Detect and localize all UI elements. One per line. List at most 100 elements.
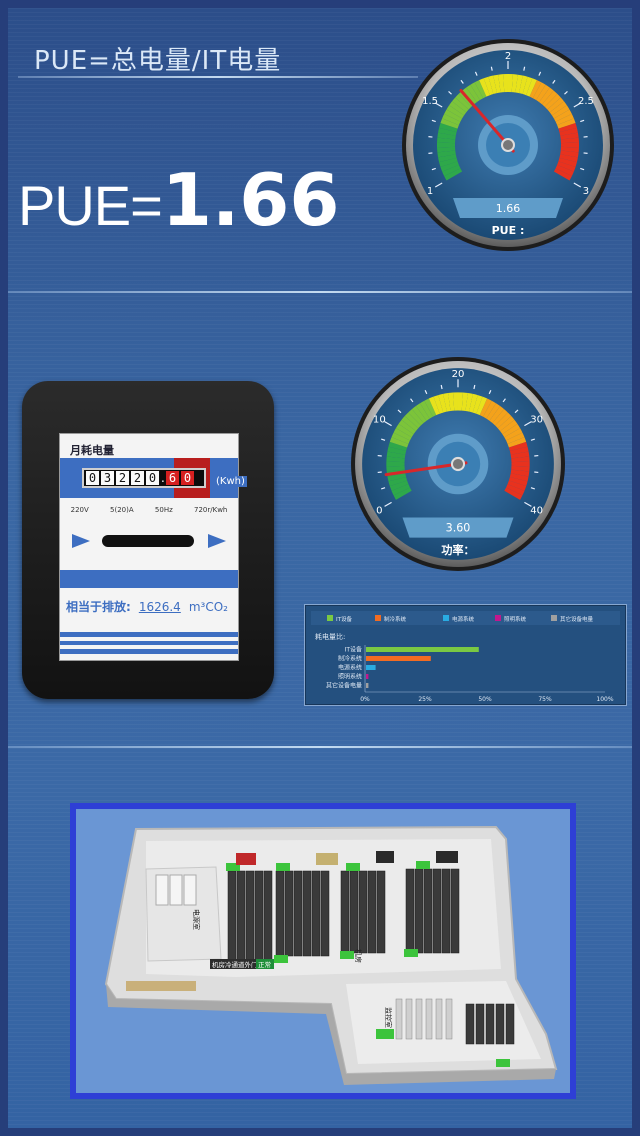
server-rack <box>254 870 264 962</box>
gauge-tick-label: 30 <box>530 415 543 426</box>
co2-value: 1626.4 <box>138 600 181 614</box>
legend-swatch <box>551 615 557 621</box>
legend-swatch <box>375 615 381 621</box>
meter-spec: 720r/Kwh <box>194 506 228 514</box>
server-rack <box>263 870 273 962</box>
server-rack <box>405 868 415 954</box>
category-label: 电源系统 <box>338 664 362 672</box>
gauge-tick-label: 1 <box>427 186 433 197</box>
room-label-monitor: 监控室 <box>384 1007 393 1028</box>
server-rack <box>320 870 330 957</box>
meter-spec: 220V <box>70 506 89 514</box>
divider <box>8 746 632 748</box>
gauge-tick-label: 20 <box>452 369 465 380</box>
server-rack <box>293 870 303 957</box>
server-rack <box>349 870 359 954</box>
server-rack <box>275 870 285 957</box>
pue-label: PUE= <box>18 174 163 237</box>
category-label: 其它设备电量 <box>326 682 362 690</box>
server-rack <box>450 868 460 954</box>
divider <box>8 291 632 293</box>
server-rack <box>376 870 386 954</box>
gauge-caption: 功率： <box>441 543 474 557</box>
counter-digit: 0 <box>146 471 159 485</box>
counter-digit: 2 <box>116 471 129 485</box>
server-rack <box>284 870 294 957</box>
server-rack <box>245 870 255 962</box>
gauge-tick-label: 3 <box>583 186 589 197</box>
meter-spec: 5(20)A <box>110 506 134 514</box>
server-rack <box>414 868 424 954</box>
gauge-tick-label: 10 <box>373 415 386 426</box>
legend-swatch <box>327 615 333 621</box>
x-tick-label: 100% <box>596 696 613 703</box>
meter-unit: (Kwh) <box>214 476 247 487</box>
co2-label: 相当于排放: <box>66 600 131 614</box>
category-label: IT设备 <box>345 646 362 654</box>
x-tick-label: 50% <box>478 696 492 703</box>
server-rack <box>236 870 246 962</box>
bar <box>366 683 369 688</box>
gauge-readout: 3.60 <box>446 522 471 535</box>
server-rack <box>340 870 350 954</box>
counter-digit: 6 <box>166 471 179 485</box>
meter-title: 月耗电量 <box>70 444 114 457</box>
pue-gauge: 1 1.5 2 2.5 3 1.66 PUE : <box>401 38 615 252</box>
gauge-tick-label: 40 <box>530 505 543 516</box>
meter-disc <box>72 532 228 550</box>
door-status-badge: 正常 <box>258 960 271 969</box>
server-rack <box>432 868 442 954</box>
meter-spec: 50Hz <box>154 506 173 514</box>
legend-entry: 制冷系统 <box>384 615 407 623</box>
door-status-text: 机房冷通道外门 <box>212 960 258 969</box>
pue-value: 1.66 <box>161 158 340 242</box>
meter-counter: 0 3 2 2 0 . 6 0 <box>82 468 206 488</box>
legend-swatch <box>495 615 501 621</box>
divider <box>18 76 418 78</box>
legend-entry: 照明系统 <box>504 615 527 623</box>
x-tick-label: 75% <box>538 696 552 703</box>
co2-unit: m³CO₂ <box>188 600 228 614</box>
x-tick-label: 25% <box>418 696 432 703</box>
server-rack <box>367 870 377 954</box>
category-label: 制冷系统 <box>338 655 362 663</box>
server-rack <box>423 868 433 954</box>
gauge-caption: PUE : <box>492 224 525 237</box>
floorplan-frame: 电源室 机房 监控室 机房冷通道外门 正常 <box>70 803 576 1099</box>
energy-meter: 月耗电量 0 3 2 2 0 . 6 0 (Kwh) 220V 5(20)A 5… <box>22 381 274 699</box>
co2-equivalent: 相当于排放: 1626.4 m³CO₂ <box>66 598 228 615</box>
pue-formula: PUE=总电量/IT电量 <box>34 46 282 76</box>
server-rack <box>441 868 451 954</box>
counter-digit: 0 <box>181 471 194 485</box>
chart-title: 耗电量比: <box>315 632 345 641</box>
counter-digit: 0 <box>86 471 99 485</box>
floorplan-view[interactable]: 电源室 机房 监控室 机房冷通道外门 正常 <box>76 809 570 1093</box>
bar <box>366 656 431 661</box>
counter-digit: 3 <box>101 471 114 485</box>
server-rack <box>311 870 321 957</box>
bar <box>366 665 376 670</box>
category-label: 照明系统 <box>338 673 362 681</box>
gauge-tick-label: 1.5 <box>422 96 438 107</box>
server-rack <box>358 870 368 954</box>
gauge-tick-label: 2.5 <box>578 96 594 107</box>
gauge-tick-label: 2 <box>505 51 511 62</box>
legend-entry: IT设备 <box>336 615 352 623</box>
room-label-power: 电源室 <box>192 909 201 930</box>
bar <box>366 647 479 652</box>
gauge-readout: 1.66 <box>496 202 521 215</box>
x-tick-label: 0% <box>360 696 370 703</box>
meter-face: 月耗电量 0 3 2 2 0 . 6 0 (Kwh) 220V 5(20)A 5… <box>59 433 247 661</box>
server-rack <box>302 870 312 957</box>
server-rack <box>227 870 237 962</box>
counter-decimal: . <box>161 471 165 485</box>
gauge-tick-label: 0 <box>376 505 382 516</box>
bar <box>366 674 369 679</box>
counter-digit: 2 <box>131 471 144 485</box>
legend-entry: 其它设备电量 <box>560 615 594 623</box>
pue-value-display: PUE=1.66 <box>18 158 340 242</box>
power-ratio-chart: IT设备 制冷系统 电源系统 照明系统 其它设备电量 耗电量比: IT设备 制冷系统 电源系统照… <box>304 604 627 706</box>
legend-swatch <box>443 615 449 621</box>
meter-specs: 220V 5(20)A 50Hz 720r/Kwh <box>60 506 238 514</box>
